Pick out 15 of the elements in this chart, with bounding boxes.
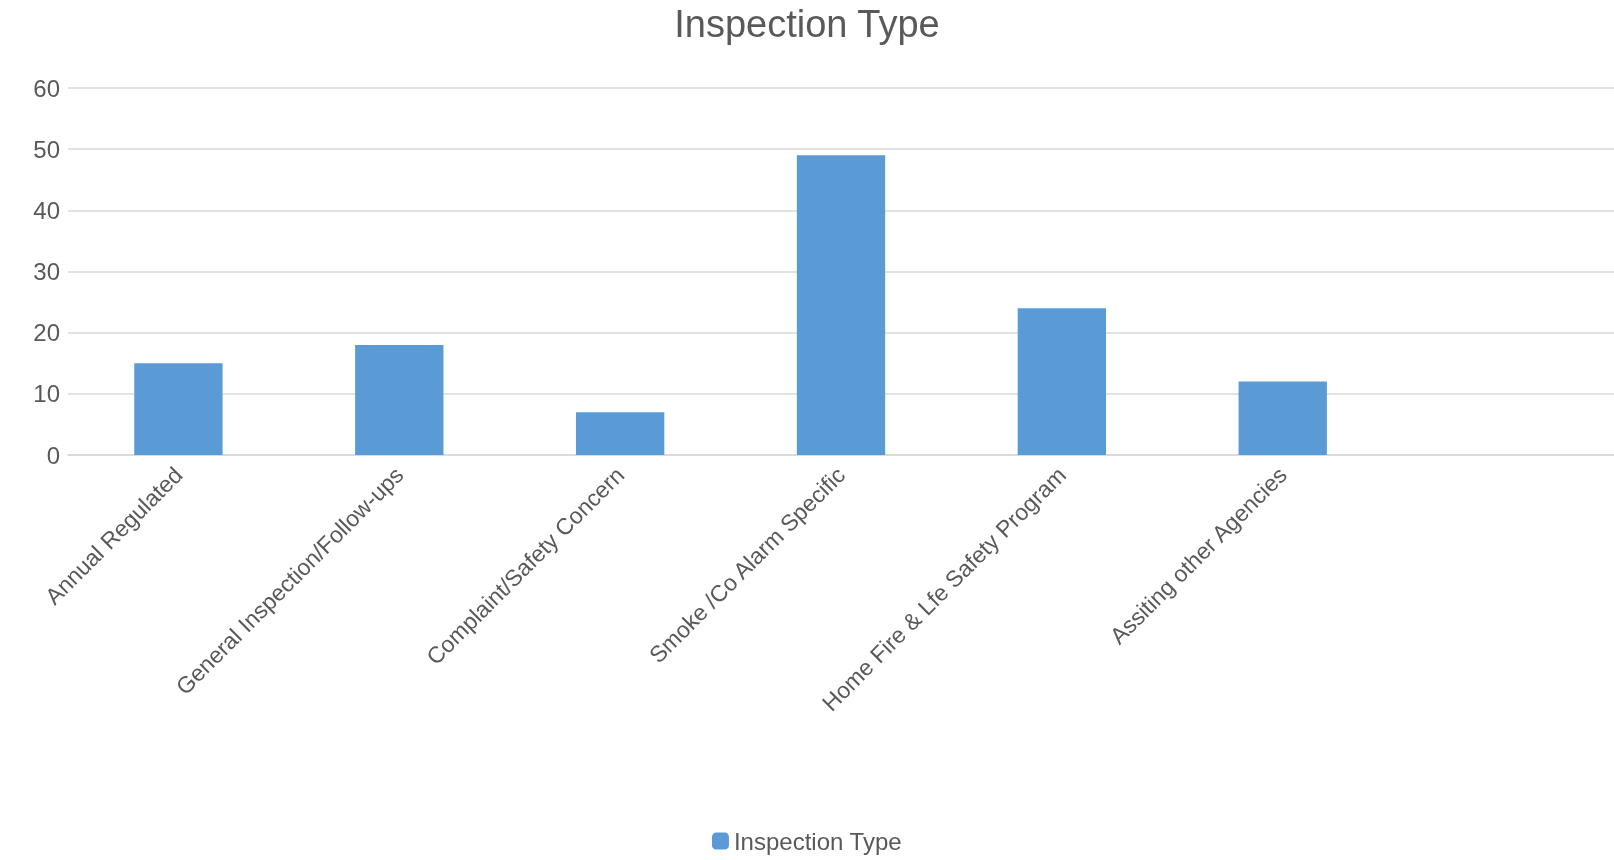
chart-title: Inspection Type xyxy=(674,3,940,45)
y-tick-label: 40 xyxy=(33,196,60,224)
bar xyxy=(134,363,223,455)
y-tick-label: 60 xyxy=(33,74,60,102)
y-tick-label: 10 xyxy=(33,380,60,408)
y-tick-label: 0 xyxy=(46,441,60,469)
legend-label: Inspection Type xyxy=(733,827,902,855)
bar xyxy=(1017,308,1107,455)
bar xyxy=(796,155,886,455)
y-tick-label: 30 xyxy=(33,258,60,285)
y-tick-label: 50 xyxy=(33,135,60,163)
bar xyxy=(355,344,444,455)
bar xyxy=(1238,381,1327,455)
bar xyxy=(575,412,665,455)
y-tick-label: 20 xyxy=(33,319,60,347)
